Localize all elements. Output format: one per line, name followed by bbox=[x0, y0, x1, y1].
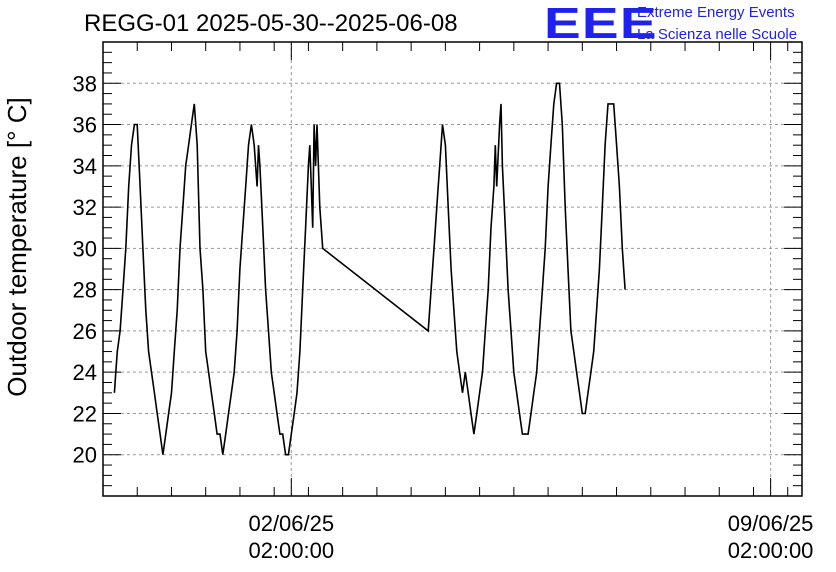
y-tick-label: 20 bbox=[73, 443, 97, 468]
y-tick-label: 22 bbox=[73, 401, 97, 426]
y-tick-label: 36 bbox=[73, 113, 97, 138]
y-axis-label: Outdoor temperature [° C] bbox=[2, 97, 32, 396]
x-tick-label-date: 09/06/25 bbox=[728, 511, 814, 536]
x-tick-label-time: 02:00:00 bbox=[248, 538, 334, 563]
y-tick-label: 38 bbox=[73, 71, 97, 96]
eee-logo: EEE bbox=[544, 0, 658, 48]
temperature-series-line bbox=[113, 82, 626, 456]
y-tick-label: 30 bbox=[73, 236, 97, 261]
y-tick-label: 26 bbox=[73, 319, 97, 344]
chart-title: REGG-01 2025-05-30--2025-06-08 bbox=[84, 10, 458, 37]
x-tick-label-date: 02/06/25 bbox=[248, 511, 334, 536]
y-tick-label: 32 bbox=[73, 195, 97, 220]
org-name-line1: Extreme Energy Events bbox=[637, 4, 795, 21]
x-tick-label-time: 02:00:00 bbox=[728, 538, 814, 563]
y-tick-label: 34 bbox=[73, 154, 97, 179]
org-name-line2: La Scienza nelle Scuole bbox=[637, 26, 798, 43]
y-tick-label: 28 bbox=[73, 278, 97, 303]
y-tick-label: 24 bbox=[73, 360, 97, 385]
plot-frame bbox=[102, 41, 803, 497]
